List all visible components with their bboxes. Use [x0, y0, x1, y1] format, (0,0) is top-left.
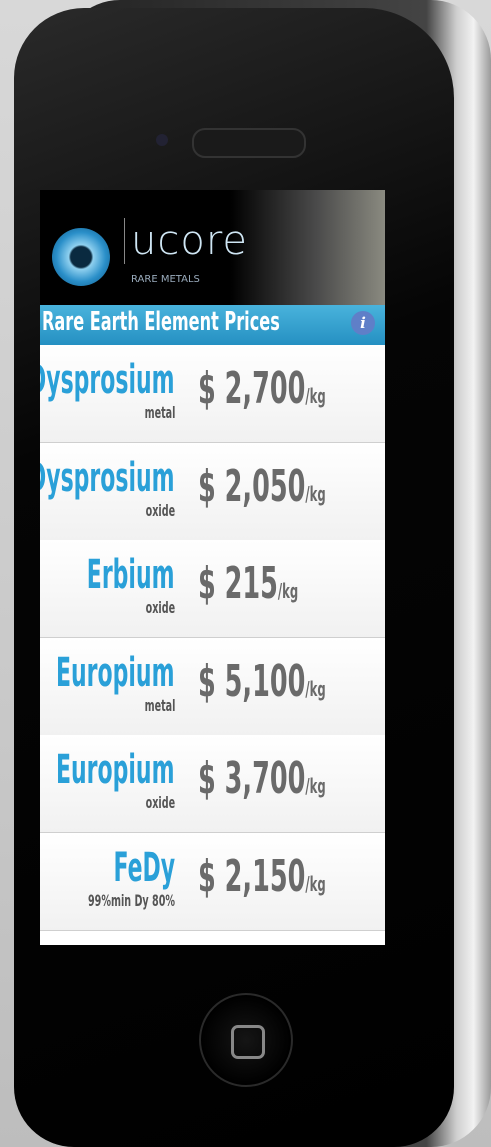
price-unit: /kg: [305, 384, 325, 408]
price-unit: /kg: [305, 482, 325, 506]
logo: [52, 228, 110, 286]
info-button[interactable]: i: [351, 311, 375, 335]
element-name: Dysprosium: [40, 455, 175, 501]
element-form: oxide: [146, 501, 175, 520]
element-name: Dysprosium: [40, 357, 175, 403]
price: $ 2,150/kg: [198, 851, 326, 902]
price-unit: /kg: [305, 872, 325, 896]
title: Rare Earth Element Prices: [42, 307, 280, 337]
price-value: $ 215: [198, 558, 278, 609]
element-form: oxide: [146, 793, 175, 812]
speaker: [192, 128, 306, 158]
element-name: Europium: [56, 747, 175, 793]
page: ucore RARE METALS Rare Earth Element Pri…: [0, 0, 491, 1147]
price: $ 3,700/kg: [198, 753, 326, 804]
price: $ 5,100/kg: [198, 656, 326, 707]
price-value: $ 2,050: [198, 461, 305, 512]
app-header: ucore RARE METALS: [40, 190, 385, 305]
price-unit: /kg: [305, 677, 325, 701]
title-bar: Rare Earth Element Prices i: [40, 305, 385, 345]
price-value: $ 2,700: [198, 363, 305, 414]
element-name: FeDy: [113, 845, 175, 891]
element-form: oxide: [146, 598, 175, 617]
element-form: metal: [144, 403, 175, 422]
element-name: Europium: [56, 650, 175, 696]
price-value: $ 2,150: [198, 851, 305, 902]
camera: [156, 134, 168, 146]
screen: ucore RARE METALS Rare Earth Element Pri…: [40, 190, 385, 945]
price-unit: /kg: [305, 774, 325, 798]
price-value: $ 5,100: [198, 656, 305, 707]
brand: ucore: [124, 218, 248, 264]
price: $ 215/kg: [198, 558, 298, 609]
price: $ 2,700/kg: [198, 363, 326, 414]
price: $ 2,050/kg: [198, 461, 326, 512]
price-unit: /kg: [278, 579, 298, 603]
element-form: metal: [144, 696, 175, 715]
home-icon: [231, 1025, 265, 1059]
element-name: Erbium: [87, 552, 175, 598]
price-value: $ 3,700: [198, 753, 305, 804]
tagline: RARE METALS: [131, 274, 200, 285]
home-button[interactable]: [199, 993, 293, 1087]
element-form: 99%min Dy 80%: [88, 891, 175, 910]
